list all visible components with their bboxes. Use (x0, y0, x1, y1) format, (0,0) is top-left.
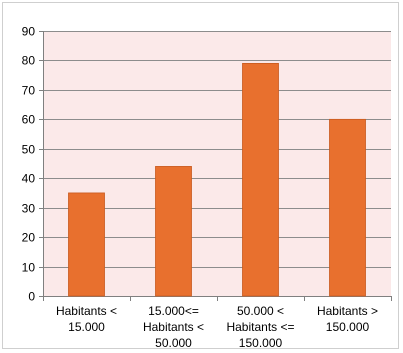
y-tick-label: 90 (22, 25, 36, 39)
y-tick-label: 0 (28, 290, 35, 304)
x-category-label: 50.000 (155, 336, 192, 350)
x-category-label: Habitants > (317, 304, 378, 318)
x-category-label: 50.000 < (237, 304, 284, 318)
y-tick-label: 50 (22, 143, 36, 157)
x-category-label: Habitants <= (226, 320, 294, 334)
x-category-label: 150.000 (239, 336, 283, 350)
x-category-label: 15.000<= (148, 304, 199, 318)
y-tick-label: 30 (22, 202, 36, 216)
x-category-label: Habitants < (143, 320, 204, 334)
y-tick-label: 60 (22, 113, 36, 127)
y-tick-label: 10 (22, 261, 36, 275)
x-category-label: 15.000 (68, 320, 105, 334)
bar-2 (155, 166, 192, 297)
x-category-label: 150.000 (326, 320, 370, 334)
bar-3 (242, 62, 279, 297)
bar-1 (68, 192, 105, 297)
y-tick-label: 40 (22, 172, 36, 186)
y-tick-label: 80 (22, 54, 36, 68)
bar-4 (329, 118, 366, 297)
y-tick-label: 20 (22, 231, 36, 245)
y-tick-label: 70 (22, 84, 36, 98)
x-category-label: Habitants < (56, 304, 117, 318)
